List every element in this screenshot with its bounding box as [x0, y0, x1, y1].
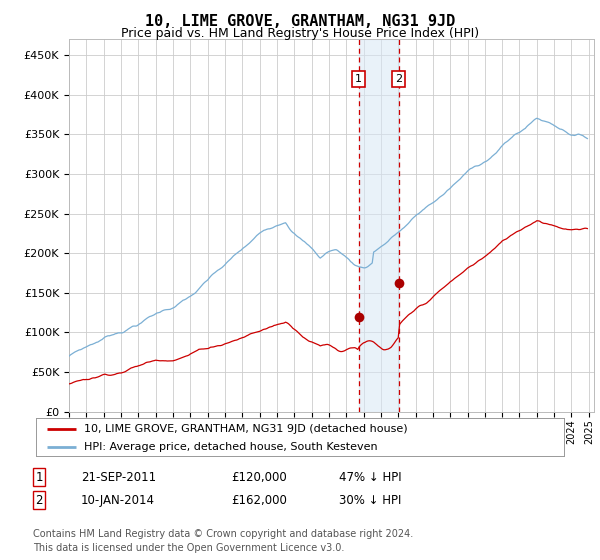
Text: 1: 1	[35, 470, 43, 484]
Text: 2: 2	[35, 493, 43, 507]
Text: 21-SEP-2011: 21-SEP-2011	[81, 470, 156, 484]
Text: Contains HM Land Registry data © Crown copyright and database right 2024.
This d: Contains HM Land Registry data © Crown c…	[33, 529, 413, 553]
Text: 10-JAN-2014: 10-JAN-2014	[81, 493, 155, 507]
Text: £120,000: £120,000	[231, 470, 287, 484]
Text: 1: 1	[355, 74, 362, 84]
Bar	[359, 39, 399, 412]
Text: Price paid vs. HM Land Registry's House Price Index (HPI): Price paid vs. HM Land Registry's House …	[121, 27, 479, 40]
Text: 10, LIME GROVE, GRANTHAM, NG31 9JD (detached house): 10, LIME GROVE, GRANTHAM, NG31 9JD (deta…	[83, 424, 407, 434]
Text: 2: 2	[395, 74, 402, 84]
Text: £162,000: £162,000	[231, 493, 287, 507]
Text: 30% ↓ HPI: 30% ↓ HPI	[339, 493, 401, 507]
Text: 10, LIME GROVE, GRANTHAM, NG31 9JD: 10, LIME GROVE, GRANTHAM, NG31 9JD	[145, 14, 455, 29]
Text: HPI: Average price, detached house, South Kesteven: HPI: Average price, detached house, Sout…	[83, 442, 377, 452]
Text: 47% ↓ HPI: 47% ↓ HPI	[339, 470, 401, 484]
